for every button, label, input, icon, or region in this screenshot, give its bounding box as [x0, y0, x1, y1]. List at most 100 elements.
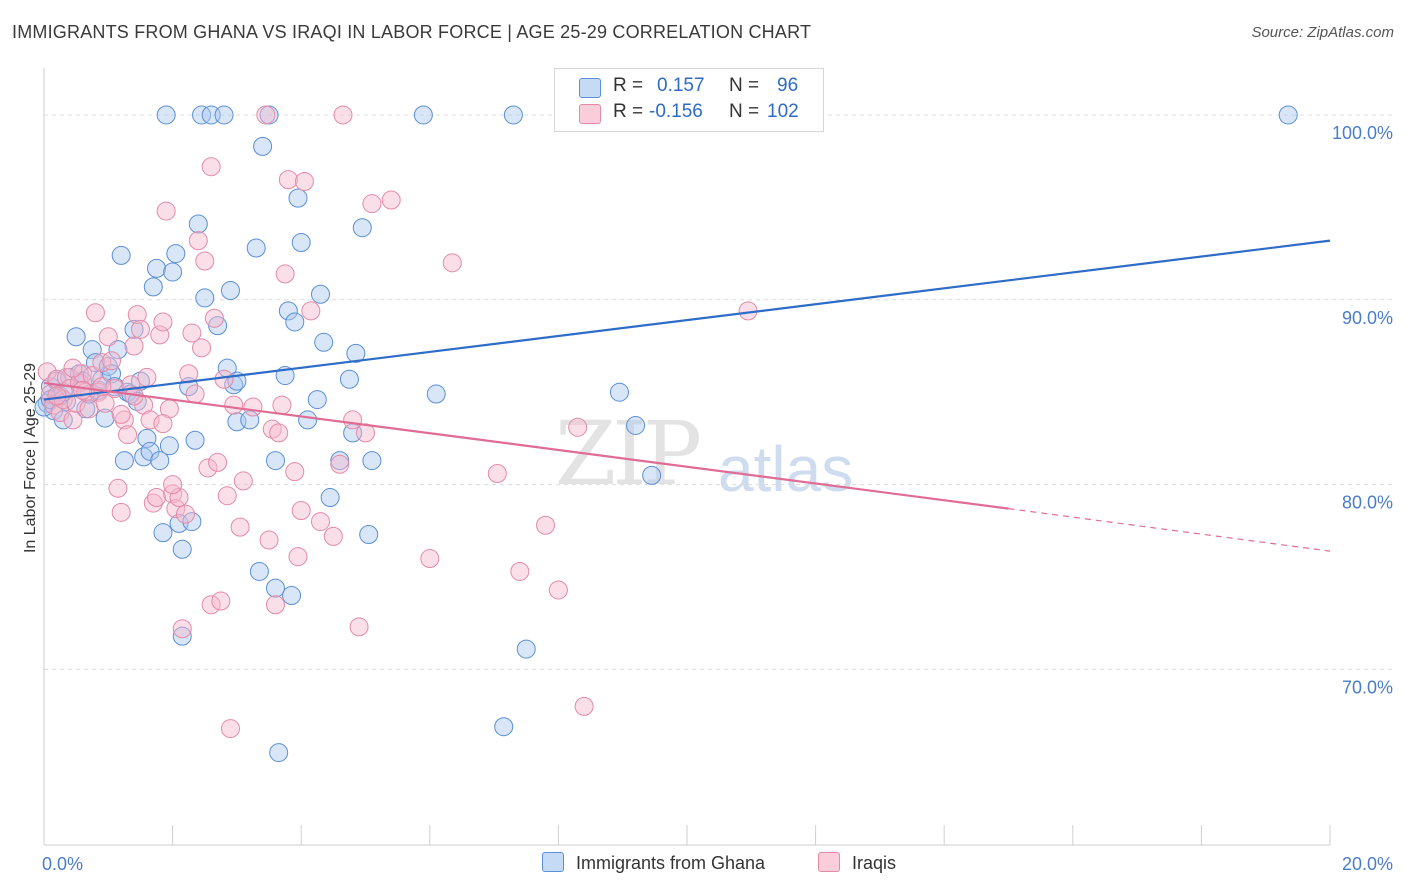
iraqi-point	[95, 393, 115, 413]
iraqi-point	[175, 504, 195, 524]
ghana-point	[282, 585, 302, 605]
iraqi-point	[262, 419, 282, 439]
iraqi-point	[130, 319, 150, 339]
ghana-point	[314, 332, 334, 352]
iraqi-point	[47, 386, 67, 406]
n-value: 102	[767, 101, 799, 122]
legend-item-iraqi: Iraqis	[818, 852, 896, 874]
iraqi-point	[214, 369, 234, 389]
iraqi-point	[166, 499, 186, 519]
ghana-point	[66, 327, 86, 347]
iraqi-point	[63, 410, 83, 430]
iraqi-point	[153, 414, 173, 434]
ghana-point	[166, 244, 186, 264]
iraqi-point	[82, 366, 102, 386]
iraqi-point	[243, 397, 263, 417]
ghana-point	[192, 105, 212, 125]
y-tick-label: 100.0%	[1332, 123, 1393, 143]
ghana-point	[253, 136, 273, 156]
iraqi-point	[201, 157, 221, 177]
iraqi-point	[233, 471, 253, 491]
iraqi-point	[217, 486, 237, 506]
ghana-swatch	[579, 78, 601, 98]
iraqi-point	[548, 580, 568, 600]
iraqi-point	[204, 308, 224, 328]
chart-title: IMMIGRANTS FROM GHANA VS IRAQI IN LABOR …	[12, 22, 812, 42]
ghana-point	[195, 288, 215, 308]
ghana-point	[114, 451, 134, 471]
ghana-point	[503, 105, 523, 125]
iraqi-point	[420, 549, 440, 569]
gridlines	[44, 114, 1395, 670]
r-label: R =	[613, 75, 644, 96]
iraqi-point	[294, 171, 314, 191]
iraqi-points-group	[37, 105, 758, 739]
iraqi-point	[201, 595, 221, 615]
ghana-point	[278, 301, 298, 321]
iraqi-point	[118, 425, 138, 445]
r-value: -0.156	[649, 101, 703, 122]
iraqi-point	[63, 358, 83, 378]
ghana-point	[185, 430, 205, 450]
iraqi-point	[111, 404, 131, 424]
ghana-point	[626, 415, 646, 435]
ghana-point	[359, 525, 379, 545]
iraqi-point	[285, 462, 305, 482]
iraqi-point	[140, 410, 160, 430]
x-tick-label: 20.0%	[1342, 854, 1393, 874]
ghana-point	[265, 451, 285, 471]
axis-labels: 70.0% 80.0% 90.0% 100.0% 0.0% 20.0%	[42, 123, 1393, 874]
iraqi-point	[256, 105, 276, 125]
ghana-point	[516, 639, 536, 659]
iraqi-point	[330, 454, 350, 474]
ghana-point	[362, 451, 382, 471]
iraqi-point	[79, 399, 99, 419]
ghana-point	[285, 312, 305, 332]
ghana-point	[163, 262, 183, 282]
ghana-point	[147, 258, 167, 278]
y-tick-label: 80.0%	[1342, 493, 1393, 513]
ghana-point	[642, 465, 662, 485]
ghana-point	[609, 382, 629, 402]
chart-source: Source: ZipAtlas.com	[1251, 24, 1394, 41]
iraqi-point	[137, 367, 157, 387]
iraqi-point	[259, 530, 279, 550]
iraqi-point	[114, 410, 134, 430]
ghana-point	[159, 436, 179, 456]
ghana-point	[426, 384, 446, 404]
iraqi-point	[153, 312, 173, 332]
n-label: N =	[729, 101, 760, 122]
ghana-point	[310, 284, 330, 304]
iraqi-point	[73, 364, 93, 384]
iraqi-point	[381, 190, 401, 210]
iraqi-point	[208, 452, 228, 472]
ghana-point	[346, 343, 366, 363]
iraqi-point	[568, 417, 588, 437]
y-tick-label: 70.0%	[1342, 677, 1393, 697]
ghana-point	[298, 410, 318, 430]
iraqi-point	[220, 719, 240, 739]
iraqi-point	[510, 561, 530, 581]
ghana-point	[124, 319, 144, 339]
ghana-point	[143, 277, 163, 297]
ghana-point	[307, 390, 327, 410]
ghana-point	[246, 238, 266, 258]
iraqi-point	[310, 512, 330, 532]
iraqi-legend-label: Iraqis	[852, 853, 897, 873]
ghana-point	[339, 369, 359, 389]
ghana-point	[111, 245, 131, 265]
ghana-point	[188, 214, 208, 234]
ghana-point	[134, 447, 154, 467]
r-value: 0.157	[657, 75, 705, 96]
iraqi-point	[195, 251, 215, 271]
iraqi-point	[536, 515, 556, 535]
ghana-point	[1278, 105, 1298, 125]
iraqi-point	[349, 617, 369, 637]
ghana-point	[108, 340, 128, 360]
ghana-point	[413, 105, 433, 125]
ghana-point	[156, 105, 176, 125]
ghana-point	[182, 512, 202, 532]
ghana-point	[269, 743, 289, 763]
ghana-point	[153, 523, 173, 543]
